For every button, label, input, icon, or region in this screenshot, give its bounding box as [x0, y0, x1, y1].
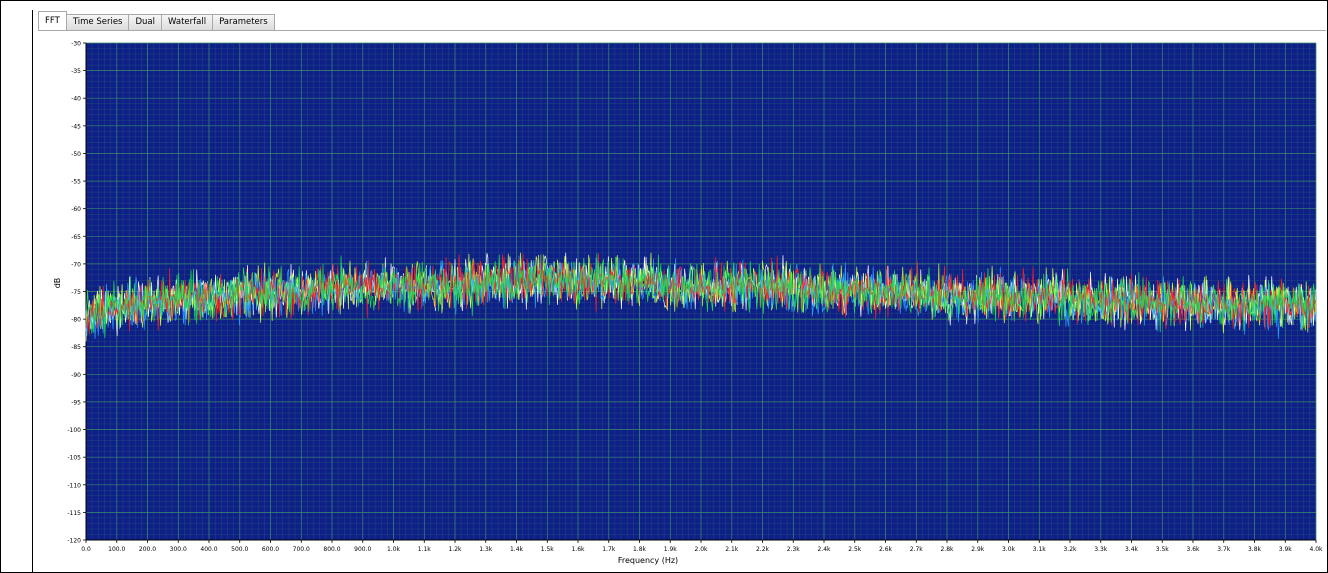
x-tick-label: 3.6k [1186, 546, 1200, 553]
x-tick-label: 1.0k [387, 546, 401, 553]
x-tick-label: 700.0 [293, 546, 310, 553]
x-tick-label: 3.8k [1248, 546, 1262, 553]
tab-fft[interactable]: FFT [38, 11, 67, 30]
y-tick-label: -65 [71, 234, 81, 241]
x-tick-label: 1.6k [571, 546, 585, 553]
x-tick-label: 2.2k [756, 546, 770, 553]
x-tick-label: 300.0 [170, 546, 187, 553]
y-tick-label: -70 [71, 261, 81, 268]
x-tick-label: 2.8k [940, 546, 954, 553]
x-tick-label: 3.3k [1094, 546, 1108, 553]
x-tick-label: 2.5k [848, 546, 862, 553]
y-tick-label: -90 [71, 372, 81, 379]
x-tick-label: 2.3k [787, 546, 801, 553]
plot-area: -30 -35 -40 -45 -50 -55 -60 -65 -70 -75 -80 -85 -90 -… [67, 41, 1323, 554]
x-tick-label: 500.0 [231, 546, 248, 553]
y-tick-label: -110 [67, 482, 81, 489]
y-tick-label: -60 [71, 206, 81, 213]
x-tick-label: 1.9k [664, 546, 678, 553]
y-tick-label: -80 [71, 317, 81, 324]
x-tick-label: 200.0 [139, 546, 156, 553]
x-tick-label: 4.0k [1309, 546, 1323, 553]
tab-dual[interactable]: Dual [128, 14, 162, 30]
x-tick-label: 1.2k [448, 546, 462, 553]
x-tick-label: 3.2k [1063, 546, 1077, 553]
y-tick-label: -85 [71, 344, 81, 351]
x-tick-label: 1.5k [541, 546, 555, 553]
x-tick-label: 2.6k [879, 546, 893, 553]
y-tick-label: -105 [67, 455, 81, 462]
x-axis-label: Frequency (Hz) [618, 556, 678, 565]
x-tick-label: 2.1k [725, 546, 739, 553]
x-tick-label: 1.7k [602, 546, 616, 553]
spectrum-series-3 [85, 254, 1317, 340]
x-tick-label: 1.4k [510, 546, 524, 553]
x-tick-label: 600.0 [262, 546, 279, 553]
x-tick-label: 400.0 [200, 546, 217, 553]
y-tick-label: -30 [71, 41, 81, 48]
x-tick-label: 2.9k [971, 546, 985, 553]
x-tick-label: 100.0 [108, 546, 125, 553]
y-tick-label: -100 [67, 427, 81, 434]
y-tick-label: -40 [71, 96, 81, 103]
spectrum-series-4 [85, 253, 1317, 335]
left-divider [32, 10, 33, 573]
x-tick-label: 1.8k [633, 546, 647, 553]
x-tick-label: 3.7k [1217, 546, 1231, 553]
tab-time-series[interactable]: Time Series [65, 14, 130, 30]
x-tick-label: 3.1k [1033, 546, 1047, 553]
x-tick-label: 2.4k [817, 546, 831, 553]
x-tick-label: 3.9k [1279, 546, 1293, 553]
x-tick-label: 2.7k [910, 546, 924, 553]
x-tick-label: 3.5k [1156, 546, 1170, 553]
tab-parameters[interactable]: Parameters [212, 14, 275, 30]
y-tick-label: -95 [71, 399, 81, 406]
tab-waterfall[interactable]: Waterfall [161, 14, 214, 30]
y-tick-label: -35 [71, 68, 81, 75]
x-tick-label: 900.0 [354, 546, 371, 553]
fft-chart: -30 -35 -40 -45 -50 -55 -60 -65 -70 -75 -80 -85 -90 -… [53, 41, 1323, 566]
y-tick-label: -120 [67, 538, 81, 545]
y-tick-label: -50 [71, 151, 81, 158]
x-tick-label: 3.4k [1125, 546, 1139, 553]
y-tick-label: -115 [67, 510, 81, 517]
x-tick-label: 0.0 [81, 546, 91, 553]
y-axis-label: dB [53, 278, 62, 289]
tab-bar-baseline [38, 30, 1326, 31]
y-tick-label: -75 [71, 289, 81, 296]
y-tick-label: -55 [71, 179, 81, 186]
x-tick-label: 2.0k [694, 546, 708, 553]
spectrum-series-5 [85, 253, 1317, 339]
x-tick-label: 3.0k [1002, 546, 1016, 553]
x-tick-label: 800.0 [323, 546, 340, 553]
y-tick-label: -45 [71, 123, 81, 130]
x-tick-label: 1.3k [479, 546, 493, 553]
x-tick-label: 1.1k [418, 546, 432, 553]
tab-bar: FFT Time Series Dual Waterfall Parameter… [38, 11, 275, 30]
